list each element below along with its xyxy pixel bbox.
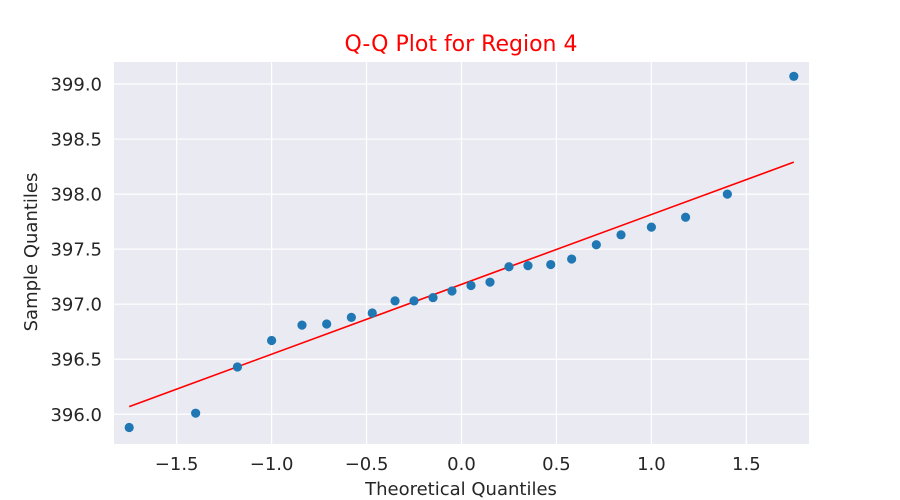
data-point	[523, 261, 533, 271]
data-point	[191, 408, 201, 418]
y-tick-label: 397.0	[50, 295, 102, 316]
data-point	[232, 362, 243, 372]
y-tick-label: 396.5	[50, 350, 102, 371]
data-point	[485, 277, 495, 287]
y-axis-label: Sample Quantiles	[21, 173, 42, 332]
data-point	[546, 259, 556, 270]
data-point	[722, 189, 732, 199]
data-point	[466, 280, 476, 291]
data-point	[428, 292, 438, 303]
chart-title: Q-Q Plot for Region 4	[345, 32, 578, 57]
data-point	[297, 320, 307, 330]
y-tick-label: 398.5	[50, 130, 102, 151]
x-tick-label: 0.5	[542, 454, 571, 475]
data-point	[409, 296, 419, 306]
data-point	[789, 71, 799, 81]
data-point	[646, 222, 656, 232]
grid-lines	[114, 62, 809, 444]
data-point	[367, 308, 377, 318]
data-point	[322, 319, 332, 329]
data-point	[124, 422, 134, 433]
x-tick-labels: −1.5 −1.0 −0.5 0.0 0.5 1.0 1.5	[155, 454, 761, 475]
x-tick-label: −1.0	[250, 454, 294, 475]
data-point	[680, 212, 691, 222]
data-point	[447, 286, 457, 296]
data-point	[267, 335, 277, 346]
data-point	[567, 254, 577, 264]
data-points	[124, 71, 799, 433]
y-tick-label: 399.0	[50, 75, 102, 96]
y-tick-label: 396.0	[50, 405, 102, 426]
x-tick-label: 1.5	[732, 454, 761, 475]
y-tick-label: 398.0	[50, 185, 102, 206]
data-point	[390, 296, 400, 306]
x-tick-label: 1.0	[637, 454, 666, 475]
data-point	[346, 312, 356, 323]
x-tick-label: −1.5	[155, 454, 199, 475]
x-axis-label: Theoretical Quantiles	[364, 479, 557, 500]
y-tick-label: 397.5	[50, 240, 102, 261]
y-tick-labels: 396.0 396.5 397.0 397.5 398.0 398.5 399.0	[50, 75, 102, 426]
x-tick-label: 0.0	[447, 454, 476, 475]
data-point	[504, 262, 514, 272]
data-point	[591, 240, 601, 250]
x-tick-label: −0.5	[345, 454, 389, 475]
data-point	[616, 230, 626, 240]
